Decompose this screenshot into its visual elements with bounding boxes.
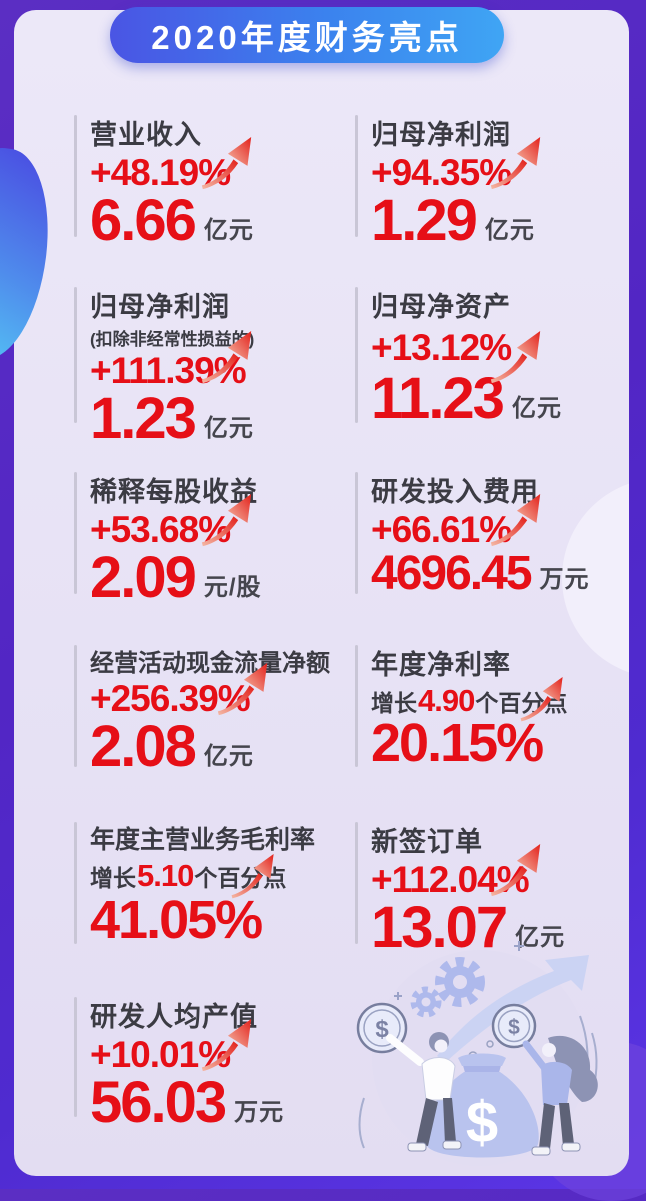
metric-change: +66.61% [371, 509, 512, 551]
metric-card-net-assets: 归母净资产 +13.12% 11.23 亿元 [355, 285, 629, 431]
metric-card-new-orders: 新签订单 +112.04% 13.07 亿元 [355, 820, 629, 957]
metric-title: 稀释每股收益 [90, 477, 258, 507]
metric-unit: 万元 [234, 1099, 285, 1127]
metric-value: 11.23 [371, 365, 505, 431]
metric-card-rd-per-capita: 研发人均产值 +10.01% 56.03 万元 [74, 995, 342, 1132]
growth-prefix: 增长 [371, 689, 417, 716]
metric-title: 年度净利率 [371, 650, 511, 680]
metric-card-net-margin: 年度净利率 增长 4.90 个百分点 20.15% [355, 643, 629, 774]
metric-value: 2.09 [90, 545, 197, 610]
metric-unit: 亿元 [203, 217, 254, 245]
metric-unit: 亿元 [203, 415, 254, 443]
dollar-sign: $ [466, 1090, 498, 1155]
metric-title: 年度主营业务毛利率 [90, 826, 316, 854]
dollar-sign: $ [508, 1016, 520, 1039]
growth-arrow-icon [490, 331, 541, 384]
metric-value: 56.03 [90, 1070, 227, 1135]
metric-unit: 万元 [539, 566, 590, 593]
metric-unit: 元/股 [203, 574, 262, 602]
metric-unit: 亿元 [484, 217, 535, 245]
metric-value: 4696.45 [371, 546, 533, 600]
card-accent-line [74, 287, 77, 423]
metric-change: +13.12% [371, 326, 512, 368]
metric-card-operating-revenue: 营业收入 +48.19% 6.66 亿元 [74, 113, 342, 250]
metric-title: 归母净利润 [90, 292, 230, 322]
growth-value: 5.10 [137, 858, 194, 894]
metric-card-gross-margin: 年度主营业务毛利率 增长 5.10 个百分点 41.05% [74, 820, 342, 951]
metric-card-diluted-eps: 稀释每股收益 +53.68% 2.09 元/股 [74, 470, 342, 607]
metric-title: 经营活动现金流量净额 [90, 650, 330, 677]
content-panel: 营业收入 +48.19% 6.66 亿元 归母净利润 +94.35% 1.29 … [14, 10, 629, 1176]
metric-card-net-profit: 归母净利润 +94.35% 1.29 亿元 [355, 113, 629, 250]
metric-change: +112.04% [371, 859, 530, 900]
card-accent-line [355, 287, 358, 423]
metric-value: 41.05% [90, 890, 263, 951]
metric-change: +94.35% [371, 152, 512, 193]
metric-value: 2.08 [90, 714, 197, 779]
metric-title: 归母净资产 [371, 292, 511, 322]
sparkle-icon [394, 941, 524, 1000]
metric-card-operating-cashflow: 经营活动现金流量净额 +256.39% 2.08 亿元 [74, 643, 342, 776]
metric-value: 13.07 [371, 895, 508, 960]
metric-title: 研发人均产值 [90, 1002, 258, 1032]
coin-icon: $ [491, 1003, 537, 1049]
page-title-banner: 2020年度财务亮点 [110, 7, 504, 63]
growth-arrow-icon [201, 137, 252, 190]
growth-arrow-icon [231, 854, 274, 899]
card-accent-line [74, 645, 77, 767]
metric-card-rd-expense: 研发投入费用 +66.61% 4696.45 万元 [355, 470, 629, 600]
metric-title-group: 归母净利润 (扣除非经常性损益的) [90, 285, 342, 350]
person-right [522, 1035, 598, 1156]
metric-title: 归母净利润 [371, 120, 511, 150]
finance-illustration: $ $ $ [356, 941, 598, 1166]
page-title: 2020年度财务亮点 [151, 19, 463, 56]
growth-arrow-icon [490, 494, 541, 547]
card-accent-line [355, 645, 358, 767]
growth-value: 4.90 [418, 682, 475, 718]
growth-arrow-icon [490, 137, 541, 190]
gear-icon [435, 957, 485, 1007]
metric-value: 1.23 [90, 386, 197, 451]
card-accent-line [74, 472, 77, 594]
metric-title: 营业收入 [90, 120, 202, 150]
growth-prefix: 增长 [90, 865, 136, 892]
metric-unit: 亿元 [511, 394, 562, 422]
person-left [386, 1032, 462, 1152]
growth-arrow-icon [201, 1019, 252, 1072]
growth-arrow-icon [520, 677, 563, 722]
metric-card-net-profit-deducted: 归母净利润 (扣除非经常性损益的) +111.39% 1.23 亿元 [74, 285, 342, 448]
card-accent-line [355, 822, 358, 944]
metric-change: 增长 5.10 个百分点 [90, 858, 342, 894]
metric-value: 20.15% [371, 713, 544, 774]
card-accent-line [355, 115, 358, 237]
metric-change: 增长 4.90 个百分点 [371, 683, 629, 719]
metric-subtitle: (扣除非经常性损益的) [90, 330, 255, 349]
metric-value: 6.66 [90, 188, 197, 253]
metric-title: 新签订单 [371, 827, 483, 857]
growth-arrow-icon [201, 331, 252, 384]
gear-icon [410, 986, 442, 1018]
card-accent-line [74, 822, 77, 944]
card-accent-line [74, 115, 77, 237]
metric-value: 1.29 [371, 188, 478, 253]
growth-arrow-icon [217, 663, 268, 716]
growth-arrow-icon [490, 844, 541, 897]
card-accent-line [74, 997, 77, 1117]
card-accent-line [355, 472, 358, 594]
dollar-sign: $ [375, 1016, 389, 1043]
metric-unit: 亿元 [203, 743, 254, 771]
growth-arrow-icon [201, 494, 252, 547]
metric-title: 研发投入费用 [371, 477, 539, 507]
